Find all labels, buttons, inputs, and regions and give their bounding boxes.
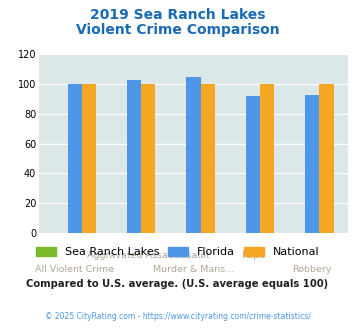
Text: Aggravated Assault: Aggravated Assault (87, 251, 181, 260)
Bar (305, 94, 320, 233)
Bar (320, 84, 334, 233)
Text: Murder & Mans...: Murder & Mans... (153, 265, 234, 274)
Bar (186, 77, 201, 233)
Bar (246, 96, 260, 233)
Bar (67, 84, 82, 233)
Text: Assault: Assault (176, 251, 211, 260)
Text: Robbery: Robbery (293, 265, 332, 274)
Text: 2019 Sea Ranch Lakes: 2019 Sea Ranch Lakes (90, 8, 265, 22)
Text: Violent Crime Comparison: Violent Crime Comparison (76, 23, 279, 37)
Text: All Violent Crime: All Violent Crime (35, 265, 114, 274)
Text: Compared to U.S. average. (U.S. average equals 100): Compared to U.S. average. (U.S. average … (26, 279, 329, 289)
Text: Rape: Rape (241, 251, 265, 260)
Bar (127, 80, 141, 233)
Legend: Sea Ranch Lakes, Florida, National: Sea Ranch Lakes, Florida, National (31, 243, 324, 262)
Bar (260, 84, 274, 233)
Bar (82, 84, 96, 233)
Bar (141, 84, 155, 233)
Text: © 2025 CityRating.com - https://www.cityrating.com/crime-statistics/: © 2025 CityRating.com - https://www.city… (45, 312, 310, 321)
Bar (201, 84, 215, 233)
